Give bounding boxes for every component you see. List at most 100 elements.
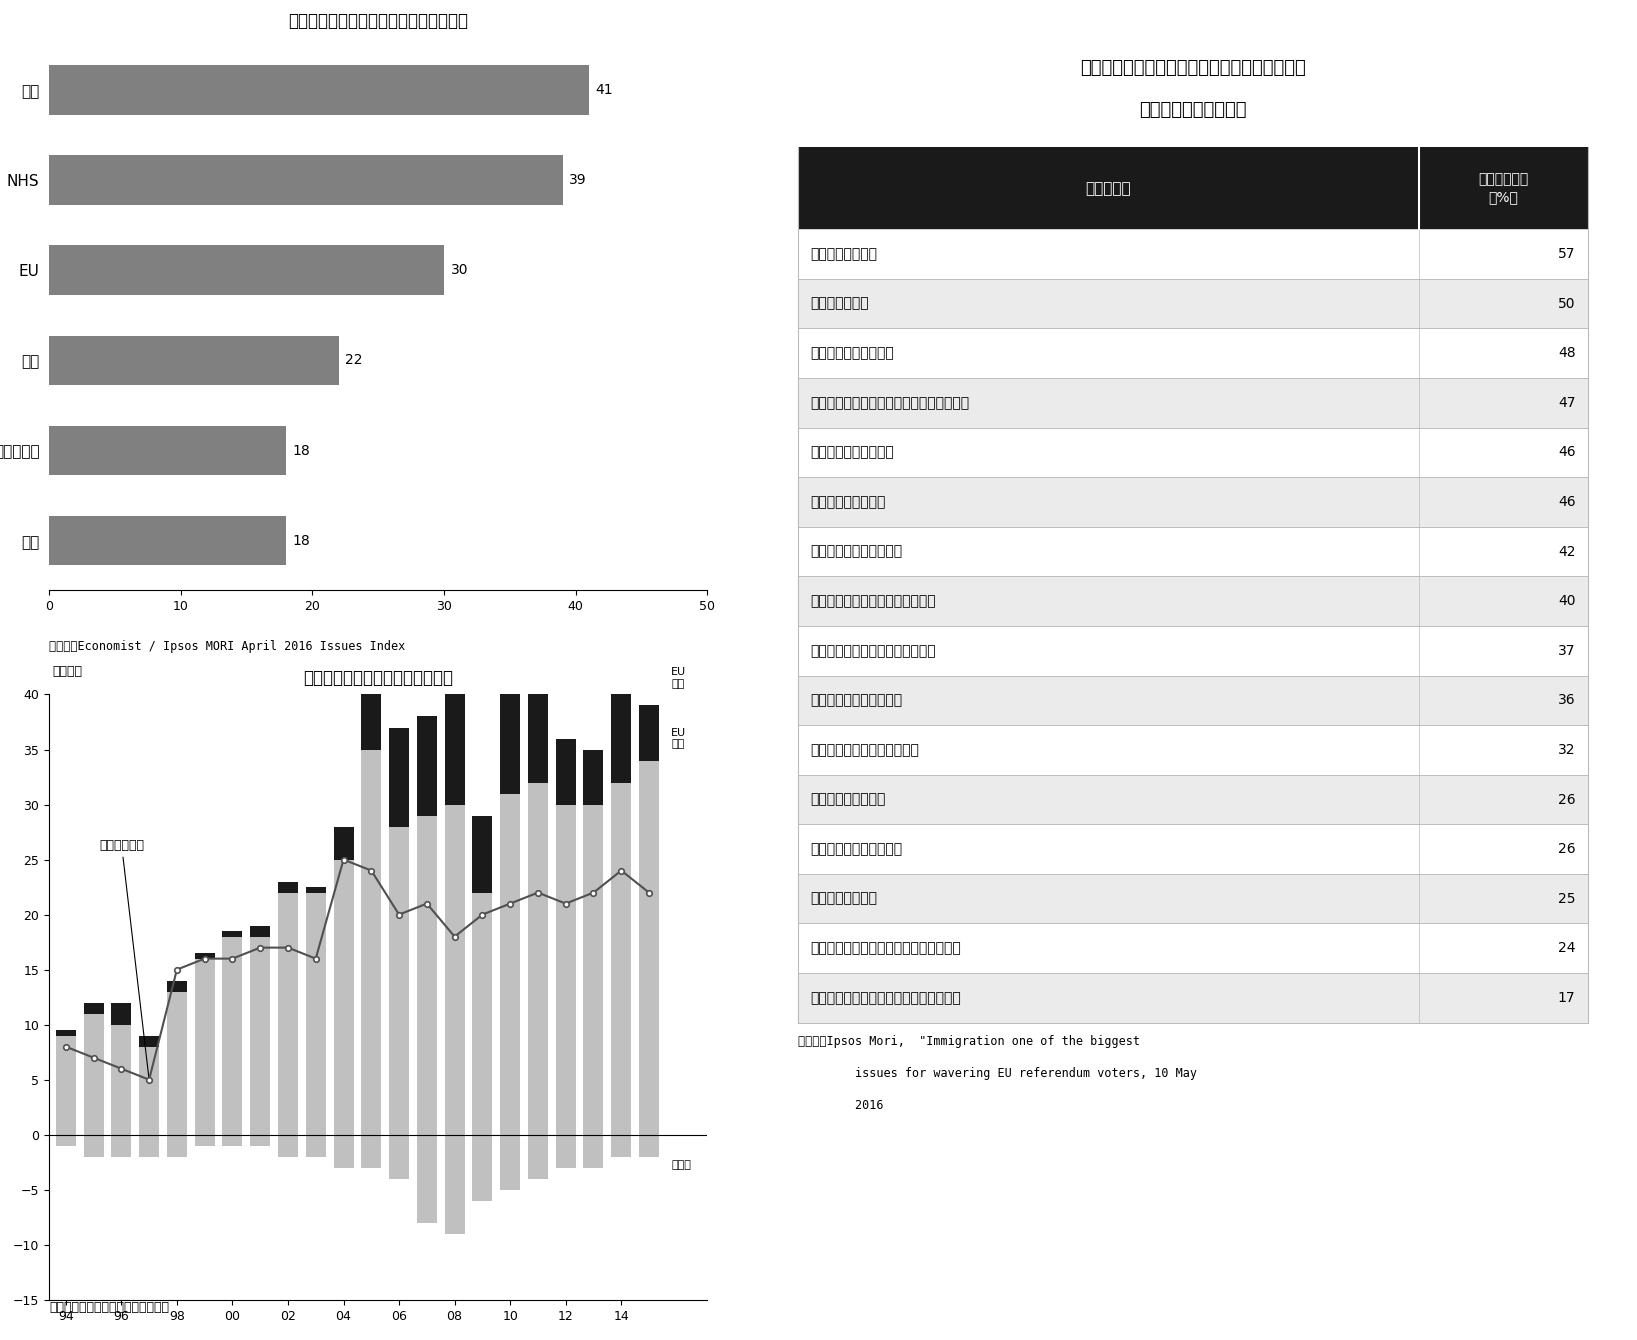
Bar: [529, 1135, 548, 1179]
Text: 46: 46: [1558, 494, 1575, 509]
Text: 英国内への移民流入数: 英国内への移民流入数: [810, 346, 894, 360]
Bar: [638, 1135, 660, 1156]
Bar: [278, 892, 298, 1135]
Text: 英国の労働者の働く権利への影響: 英国の労働者の働く権利への影響: [810, 643, 936, 658]
Text: ＥＵへの渡航の自由: ＥＵへの渡航の自由: [810, 792, 886, 807]
FancyBboxPatch shape: [797, 923, 1588, 973]
Title: 図表８　世論調査：英国が直面する課題: 図表８ 世論調査：英国が直面する課題: [288, 12, 468, 31]
Text: 英国の立法権限: 英国の立法権限: [810, 296, 869, 311]
Text: 32: 32: [1558, 742, 1575, 757]
Bar: [417, 816, 437, 1135]
Bar: [250, 1135, 270, 1146]
FancyBboxPatch shape: [797, 229, 1588, 279]
Bar: [445, 804, 465, 1135]
Bar: [417, 1135, 437, 1223]
Bar: [501, 793, 521, 1135]
Text: 英国の難民庇護申請者数: 英国の難民庇護申請者数: [810, 544, 902, 559]
Bar: [83, 1002, 103, 1013]
Text: 個人に及ぼす影響: 個人に及ぼす影響: [810, 891, 877, 906]
Bar: [362, 662, 381, 749]
FancyBboxPatch shape: [797, 279, 1588, 328]
Bar: [49, 426, 286, 476]
Bar: [139, 1135, 159, 1156]
FancyBboxPatch shape: [797, 973, 1588, 1022]
Bar: [334, 827, 354, 859]
Text: 39: 39: [570, 173, 586, 188]
Bar: [278, 1135, 298, 1156]
Bar: [611, 584, 632, 783]
Text: （資料）Economist / Ipsos MORI April 2016 Issues Index: （資料）Economist / Ipsos MORI April 2016 Is…: [49, 641, 406, 653]
FancyBboxPatch shape: [797, 824, 1588, 874]
Bar: [250, 937, 270, 1135]
Text: 英国の世界における地位: 英国の世界における地位: [810, 842, 902, 856]
Text: 17: 17: [1558, 990, 1575, 1005]
Text: 18: 18: [293, 444, 311, 457]
Text: 48: 48: [1558, 346, 1575, 360]
Text: 英国人の仕事への影響: 英国人の仕事への影響: [810, 445, 894, 460]
Bar: [139, 1036, 159, 1047]
Bar: [445, 1135, 465, 1234]
Text: 42: 42: [1558, 544, 1575, 559]
Bar: [49, 335, 339, 385]
Bar: [417, 717, 437, 816]
Bar: [195, 1135, 214, 1146]
Bar: [334, 1135, 354, 1167]
Text: 英国の国防への影響: 英国の国防への影響: [810, 494, 886, 509]
Text: 図表１０　国民投票での判断のために重視する: 図表１０ 国民投票での判断のために重視する: [1080, 59, 1306, 78]
Bar: [306, 892, 326, 1135]
Text: 40: 40: [1558, 594, 1575, 608]
Text: 18: 18: [293, 533, 311, 548]
Bar: [638, 705, 660, 761]
Bar: [167, 981, 187, 992]
Bar: [223, 937, 242, 1135]
Text: （資料）Ipsos Mori,  "Immigration one of the biggest

        issues for wavering EU: （資料）Ipsos Mori, "Immigration one of the …: [797, 1036, 1197, 1112]
Text: 回答者の割合
（%）: 回答者の割合 （%）: [1478, 172, 1529, 205]
Bar: [529, 783, 548, 1135]
Bar: [555, 738, 576, 804]
FancyBboxPatch shape: [797, 527, 1588, 576]
Title: 図表９　英国への移民の純流出入: 図表９ 英国への移民の純流出入: [303, 670, 453, 687]
Bar: [195, 953, 214, 958]
Text: 41: 41: [596, 83, 614, 96]
Text: 英国の大学や科学者の資金調達への影響: 英国の大学や科学者の資金調達への影響: [810, 990, 961, 1005]
Text: 英国の社会保障制度へのＥＵ移民のコスト: 英国の社会保障制度へのＥＵ移民のコスト: [810, 395, 969, 410]
Text: 英国のＥＵとの貿易に関する能力: 英国のＥＵとの貿易に関する能力: [810, 594, 936, 608]
Bar: [473, 1135, 493, 1201]
Bar: [49, 66, 589, 115]
Bar: [501, 683, 521, 793]
Bar: [390, 728, 409, 827]
Bar: [529, 650, 548, 783]
Bar: [362, 1135, 381, 1167]
Bar: [306, 1135, 326, 1156]
Text: 移民純流出入: 移民純流出入: [100, 839, 149, 1077]
Text: EU
域内: EU 域内: [671, 728, 686, 749]
FancyBboxPatch shape: [797, 675, 1588, 725]
FancyBboxPatch shape: [797, 477, 1588, 527]
Bar: [473, 892, 493, 1135]
Bar: [638, 761, 660, 1135]
Bar: [445, 673, 465, 804]
FancyBboxPatch shape: [797, 328, 1588, 378]
Bar: [56, 1030, 75, 1036]
Text: 36: 36: [1558, 693, 1575, 708]
Text: EU
域外: EU 域外: [671, 667, 686, 689]
Bar: [334, 859, 354, 1135]
Text: 50: 50: [1558, 296, 1575, 311]
FancyBboxPatch shape: [797, 775, 1588, 824]
Text: 46: 46: [1558, 445, 1575, 460]
Text: 25: 25: [1558, 891, 1575, 906]
Bar: [583, 804, 604, 1135]
Text: 24: 24: [1558, 941, 1575, 955]
Bar: [49, 155, 563, 205]
Bar: [195, 958, 214, 1135]
FancyBboxPatch shape: [797, 378, 1588, 427]
Text: 英国とその他国との関係: 英国とその他国との関係: [810, 693, 902, 708]
Text: 57: 57: [1558, 247, 1575, 261]
Bar: [223, 1135, 242, 1146]
Bar: [555, 1135, 576, 1167]
Bar: [111, 1002, 131, 1025]
Bar: [362, 749, 381, 1135]
Bar: [49, 245, 444, 295]
Bar: [111, 1135, 131, 1156]
FancyBboxPatch shape: [797, 576, 1588, 626]
